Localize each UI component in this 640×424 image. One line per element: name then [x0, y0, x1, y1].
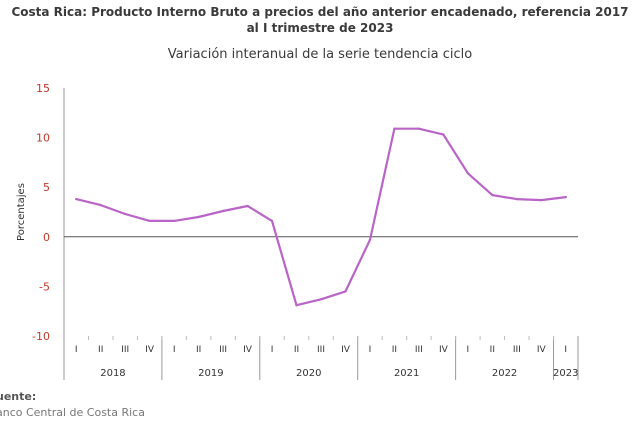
x-tick-label-year: 2021: [394, 368, 419, 379]
data-point: [270, 219, 274, 223]
data-point: [515, 197, 519, 201]
data-point: [393, 127, 396, 130]
y-axis-label: Porcentajes: [16, 183, 27, 241]
y-tick-label: 10: [36, 132, 50, 145]
y-tick-label: -10: [32, 330, 50, 343]
x-tick-label-quarter: II: [392, 345, 397, 355]
x-tick-label-quarter: IV: [537, 345, 547, 355]
data-point: [417, 127, 421, 130]
x-tick-label-quarter: III: [121, 345, 129, 355]
data-point: [123, 212, 127, 216]
x-tick-label-year: 2019: [198, 368, 223, 379]
x-tick-label-quarter: II: [98, 345, 103, 355]
x-tick-label-year: 2018: [100, 368, 125, 379]
data-point: [75, 197, 78, 201]
data-point: [148, 219, 151, 223]
x-tick-label-year: 2020: [296, 368, 321, 379]
x-tick-label-quarter: IV: [439, 345, 449, 355]
x-tick-label-quarter: II: [196, 345, 201, 355]
x-tick-label-quarter: I: [369, 345, 372, 355]
data-point: [172, 219, 176, 223]
data-point: [564, 195, 567, 199]
x-tick-label-quarter: III: [317, 345, 325, 355]
y-tick-label: 15: [36, 82, 50, 95]
x-tick-label-year: 2022: [492, 368, 517, 379]
source-label: uente:: [0, 390, 37, 403]
chart-title-line-1: Costa Rica: Producto Interno Bruto a pre…: [11, 5, 629, 19]
data-point: [99, 203, 102, 207]
y-tick-label: 5: [43, 181, 50, 194]
source-value: anco Central de Costa Rica: [0, 406, 145, 419]
series-line: [75, 127, 566, 307]
x-tick-label-year: 2023: [553, 368, 578, 379]
x-tick-label-quarter: I: [271, 345, 274, 355]
chart-subtitle: Variación interanual de la serie tendenc…: [167, 47, 473, 62]
x-tick-label-quarter: III: [219, 345, 227, 355]
data-point: [246, 204, 249, 208]
x-tick-label-quarter: I: [564, 345, 567, 355]
y-tick-label: 0: [43, 231, 50, 244]
x-tick-label-quarter: IV: [145, 345, 155, 355]
x-tick-label-quarter: III: [513, 345, 521, 355]
chart-title: Costa Rica: Producto Interno Bruto a pre…: [0, 4, 640, 36]
data-point: [466, 172, 470, 175]
data-point: [295, 304, 298, 307]
data-point: [221, 209, 225, 213]
x-tick-label-quarter: II: [490, 345, 495, 355]
x-tick-label-quarter: IV: [243, 345, 253, 355]
data-point: [442, 133, 445, 136]
data-point: [344, 290, 347, 293]
x-tick-label-quarter: III: [415, 345, 423, 355]
data-point: [368, 238, 372, 241]
data-point: [491, 193, 494, 197]
x-tick-label-quarter: I: [75, 345, 78, 355]
data-point: [197, 215, 200, 219]
x-tick-label-quarter: II: [294, 345, 299, 355]
y-tick-label: -5: [39, 280, 50, 293]
x-tick-label-quarter: I: [467, 345, 470, 355]
x-tick-label-quarter: IV: [341, 345, 351, 355]
chart-title-line-2: al I trimestre de 2023: [246, 21, 394, 35]
data-point: [540, 198, 543, 202]
data-point: [319, 298, 323, 301]
x-tick-label-quarter: I: [173, 345, 176, 355]
